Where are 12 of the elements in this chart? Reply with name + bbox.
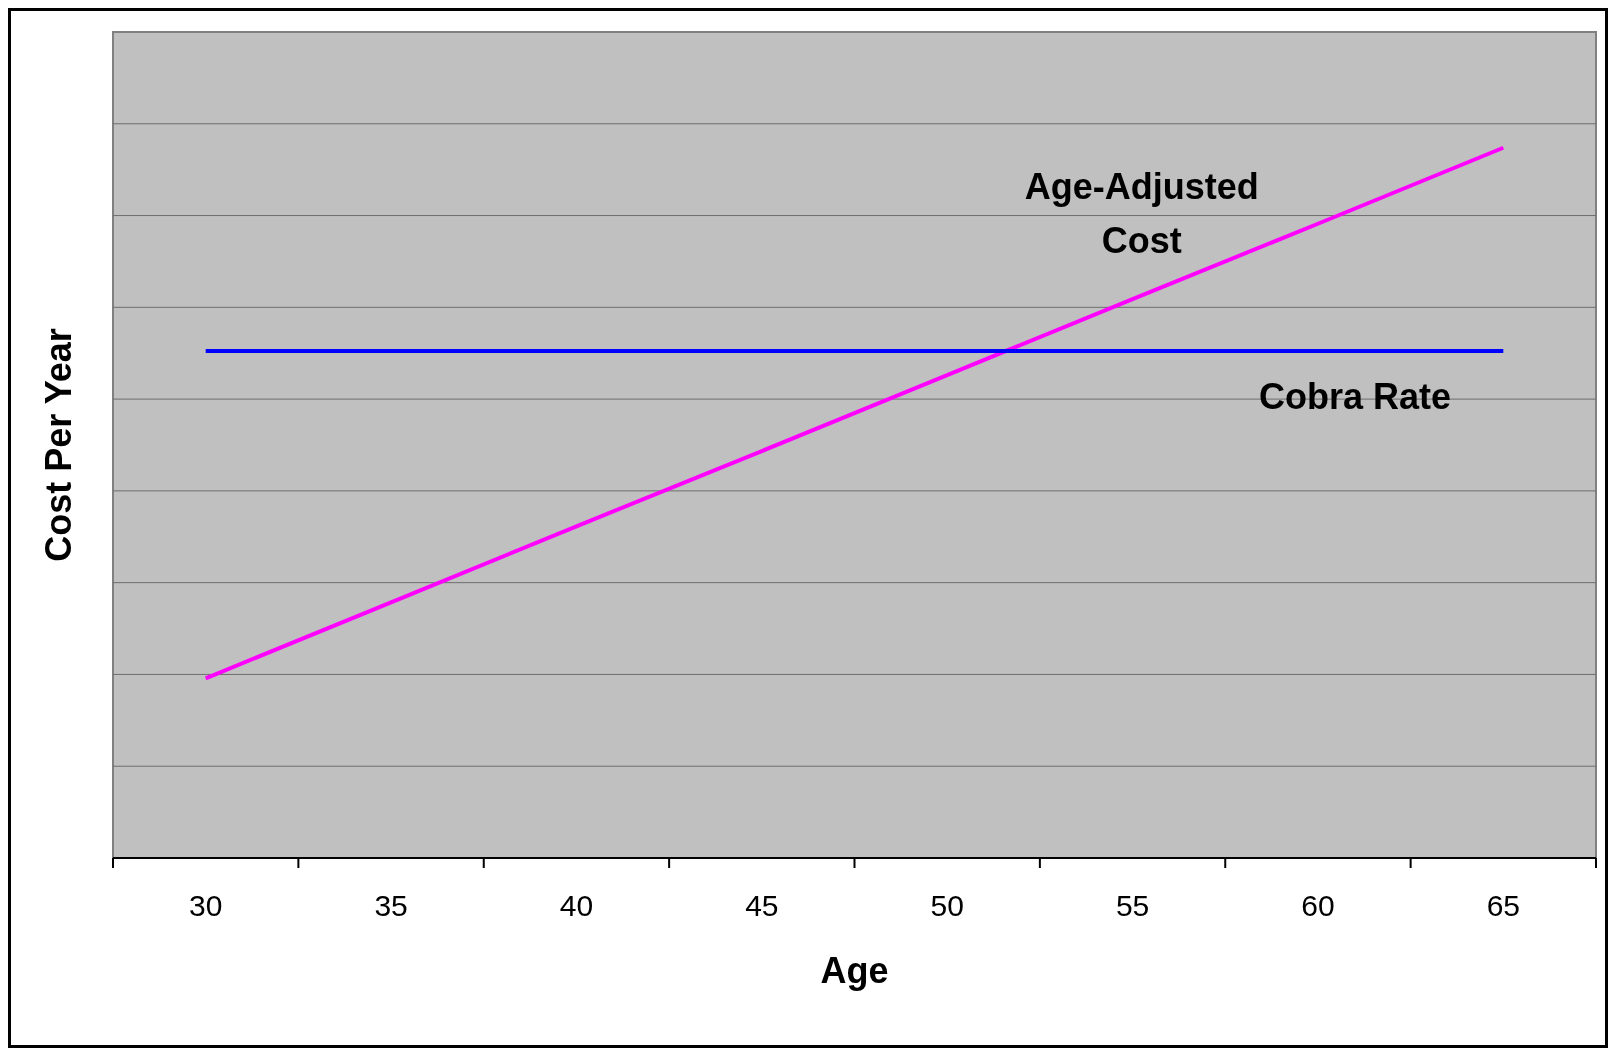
series-label: Cobra Rate xyxy=(1258,375,1452,417)
y-axis-title: Cost Per Year xyxy=(38,328,79,562)
x-tick-label: 40 xyxy=(559,889,594,922)
x-tick-label: 35 xyxy=(374,889,408,922)
x-tick-label: 55 xyxy=(1115,889,1150,922)
x-tick-label: 60 xyxy=(1301,889,1335,922)
x-tick-label: 50 xyxy=(930,889,964,922)
x-tick-label: 65 xyxy=(1486,889,1520,922)
series-label: Age-Adjusted Cost xyxy=(1024,165,1259,261)
x-tick-label: 30 xyxy=(189,889,223,922)
x-tick-label: 45 xyxy=(745,889,779,922)
x-axis-title: Age xyxy=(820,950,889,991)
